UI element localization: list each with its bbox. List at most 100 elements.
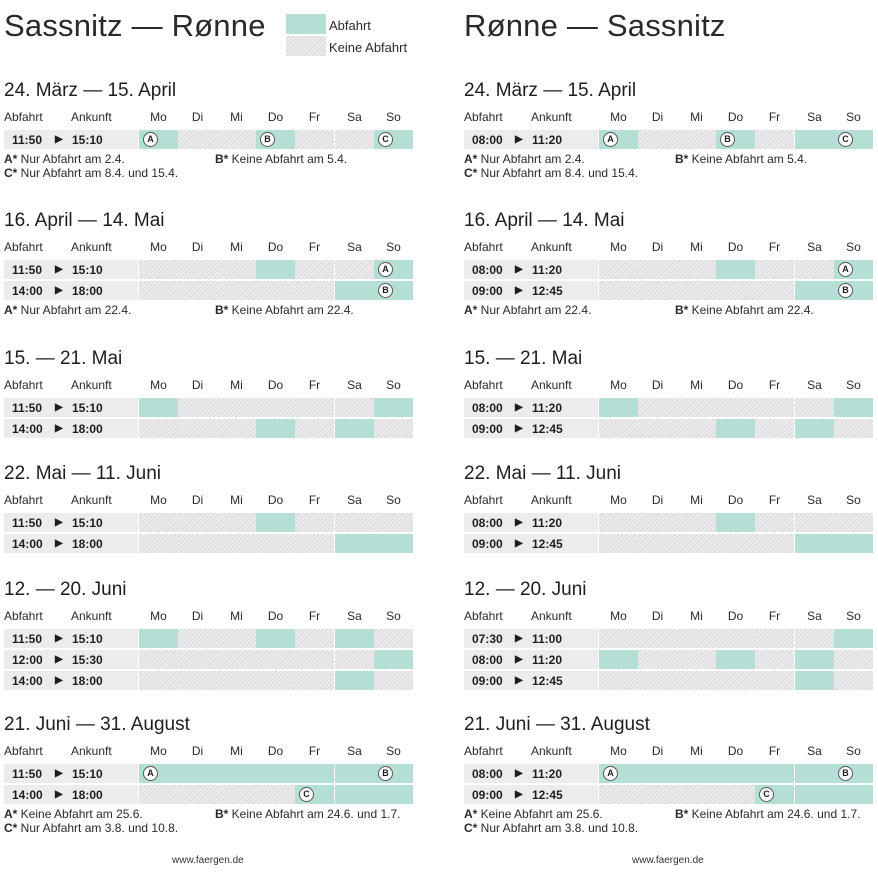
arrival-time: 18:00 bbox=[72, 537, 103, 551]
header-day: So bbox=[846, 240, 861, 254]
departure-arrival-times: 11:50 ▶ 15:10 bbox=[4, 513, 138, 532]
play-triangle-icon: ▶ bbox=[55, 633, 63, 644]
day-cell-do bbox=[256, 629, 295, 648]
footnote-text: Nur Abfahrt am 8.4. und 15.4. bbox=[477, 166, 639, 180]
direction-title: Sassnitz — Rønne bbox=[4, 8, 266, 43]
departure-arrival-times: 09:00 ▶ 12:45 bbox=[464, 785, 598, 804]
departure-arrival-times: 11:50 ▶ 15:10 bbox=[4, 398, 138, 417]
day-cell-di bbox=[178, 419, 217, 438]
header-day: Di bbox=[191, 378, 204, 392]
direction-sassnitz-roenne: Sassnitz — Rønne Abfahrt Keine Abfahrt 2… bbox=[4, 0, 416, 875]
play-triangle-icon: ▶ bbox=[55, 134, 63, 145]
legend-keine-abfahrt-swatch bbox=[286, 36, 326, 56]
timetable-row: 08:00 ▶ 11:20 A B C bbox=[464, 130, 876, 149]
day-cell-fr bbox=[755, 629, 794, 648]
day-cell-mi bbox=[677, 260, 716, 279]
column-header-row: Abfahrt Ankunft Mo Di Mi Do Fr Sa So bbox=[4, 493, 416, 509]
play-triangle-icon: ▶ bbox=[55, 517, 63, 528]
play-triangle-icon: ▶ bbox=[515, 264, 523, 275]
day-cell-sa bbox=[335, 650, 374, 669]
footnote-text: Nur Abfahrt am 8.4. und 15.4. bbox=[17, 166, 179, 180]
play-triangle-icon: ▶ bbox=[515, 285, 523, 296]
play-triangle-icon: ▶ bbox=[55, 538, 63, 549]
section-date-range: 22. Mai — 11. Juni bbox=[4, 463, 162, 484]
departure-time: 09:00 bbox=[472, 422, 503, 436]
arrival-time: 18:00 bbox=[72, 422, 103, 436]
header-day: Di bbox=[191, 493, 204, 507]
footnote-key: A* bbox=[464, 152, 478, 166]
header-day: Do bbox=[267, 493, 284, 507]
day-cell-so bbox=[374, 650, 413, 669]
day-cell-so: A bbox=[374, 260, 413, 279]
timetable-row: 08:00 ▶ 11:20 A B bbox=[464, 764, 876, 783]
footnote-text: Nur Abfahrt am 3.8. und 10.8. bbox=[477, 821, 639, 835]
departure-arrival-times: 14:00 ▶ 18:00 bbox=[4, 419, 138, 438]
day-cell-sa bbox=[335, 785, 374, 804]
header-day: Di bbox=[651, 493, 664, 507]
header-day: Sa bbox=[347, 609, 362, 623]
header-day: Di bbox=[191, 110, 204, 124]
header-day: Sa bbox=[807, 240, 822, 254]
footnote: A* Nur Abfahrt am 2.4. bbox=[464, 152, 585, 166]
timetable-row: 08:00 ▶ 11:20 bbox=[464, 650, 876, 669]
header-ankunft: Ankunft bbox=[531, 744, 572, 758]
footnote-key: C* bbox=[4, 821, 18, 835]
section-date-range: 12. — 20. Juni bbox=[4, 579, 127, 600]
header-day: Sa bbox=[807, 744, 822, 758]
day-cell-mi bbox=[217, 260, 256, 279]
day-cell-do bbox=[716, 513, 755, 532]
header-abfahrt: Abfahrt bbox=[4, 744, 43, 758]
footer-url: www.faergen.de bbox=[632, 855, 704, 866]
play-triangle-icon: ▶ bbox=[55, 285, 63, 296]
day-cell-di bbox=[638, 629, 677, 648]
departure-arrival-times: 08:00 ▶ 11:20 bbox=[464, 260, 598, 279]
day-cell-so bbox=[834, 398, 873, 417]
departure-time: 08:00 bbox=[472, 516, 503, 530]
header-day: Mo bbox=[610, 378, 627, 392]
footnote-text: Keine Abfahrt am 22.4. bbox=[228, 303, 354, 317]
footnote-marker: B bbox=[838, 766, 853, 781]
timetable-row: 14:00 ▶ 18:00 C bbox=[4, 785, 416, 804]
day-cell-mi bbox=[217, 785, 256, 804]
day-cell-di bbox=[638, 130, 677, 149]
play-triangle-icon: ▶ bbox=[515, 423, 523, 434]
footnote-marker: B bbox=[260, 132, 275, 147]
arrival-time: 12:45 bbox=[532, 284, 563, 298]
arrival-time: 18:00 bbox=[72, 674, 103, 688]
footnote-text: Nur Abfahrt am 22.4. bbox=[17, 303, 132, 317]
departure-arrival-times: 08:00 ▶ 11:20 bbox=[464, 398, 598, 417]
day-cell-fr bbox=[295, 260, 334, 279]
play-triangle-icon: ▶ bbox=[55, 768, 63, 779]
footnote: B* Keine Abfahrt am 22.4. bbox=[675, 303, 814, 317]
day-cell-mo bbox=[139, 513, 178, 532]
footnote-marker: B bbox=[378, 283, 393, 298]
timetable-row: 11:50 ▶ 15:10 bbox=[4, 398, 416, 417]
legend-abfahrt-label: Abfahrt bbox=[329, 18, 371, 33]
header-abfahrt: Abfahrt bbox=[4, 240, 43, 254]
day-cell-fr: C bbox=[295, 785, 334, 804]
header-day: Mi bbox=[690, 240, 703, 254]
footnote-key: B* bbox=[675, 807, 689, 821]
play-triangle-icon: ▶ bbox=[515, 517, 523, 528]
header-day: Sa bbox=[347, 744, 362, 758]
day-cell-do: B bbox=[716, 130, 755, 149]
day-cell-do bbox=[716, 398, 755, 417]
footnote-key: B* bbox=[675, 152, 689, 166]
departure-time: 09:00 bbox=[472, 788, 503, 802]
day-cell-mo bbox=[139, 419, 178, 438]
play-triangle-icon: ▶ bbox=[55, 789, 63, 800]
play-triangle-icon: ▶ bbox=[515, 675, 523, 686]
section-date-range: 16. April — 14. Mai bbox=[4, 210, 165, 231]
footnote-key: C* bbox=[464, 821, 478, 835]
departure-arrival-times: 08:00 ▶ 11:20 bbox=[464, 513, 598, 532]
day-cell-sa bbox=[795, 650, 834, 669]
day-cell-sa bbox=[335, 260, 374, 279]
day-cell-sa bbox=[335, 419, 374, 438]
timetable-row: 09:00 ▶ 12:45 bbox=[464, 671, 876, 690]
day-cell-sa bbox=[795, 513, 834, 532]
header-day: Do bbox=[267, 378, 284, 392]
footnote-marker: A bbox=[838, 262, 853, 277]
header-day: Sa bbox=[807, 493, 822, 507]
day-cell-sa bbox=[795, 281, 834, 300]
day-cell-so: B bbox=[834, 281, 873, 300]
